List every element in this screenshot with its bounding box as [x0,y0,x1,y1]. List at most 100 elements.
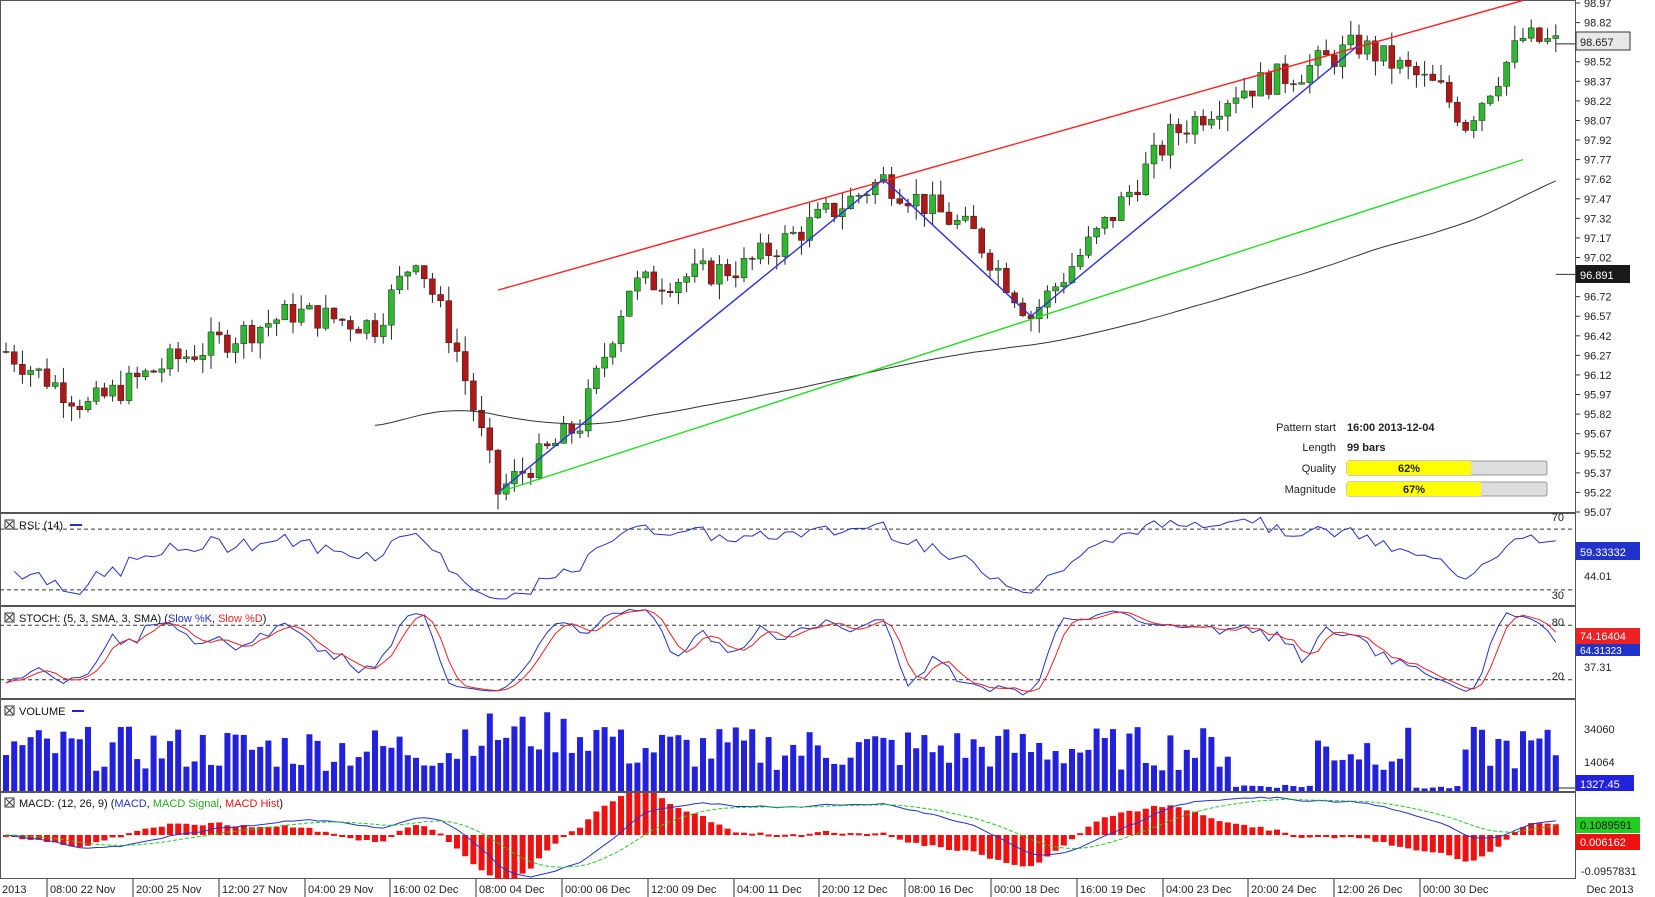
candle-body [306,305,313,310]
volume-bar [363,751,370,791]
volume-bar [1421,788,1428,791]
volume-bar [265,740,272,791]
candle-body [1191,116,1199,135]
macd-hist-bar [536,835,542,859]
macd-hist-bar [134,830,141,835]
candle-body [765,242,772,256]
macd-hist-bar [765,834,772,837]
price-tick-label: 98.37 [1584,76,1612,88]
volume-bar [905,732,911,791]
candle-body [60,382,67,404]
rsi-level-70: 70 [1552,512,1564,524]
macd-hist-bar [1208,818,1215,835]
macd-hist-bar [85,835,91,846]
time-tick-label: 12:00 26 Dec [1337,884,1403,896]
candle-body [150,370,157,373]
candle-body [1511,40,1519,63]
candle-body [1134,191,1141,195]
volume-bar [101,766,108,791]
candle-body [125,372,133,401]
macd-hist-bar [716,824,723,835]
macd-hist-bar [929,835,936,846]
macd-hist-bar [618,796,624,835]
volume-bar [175,729,182,791]
candle-body [76,405,84,410]
stoch-title-text: STOCH: (5, 3, SMA, 3, SMA) (Slow %K, Slo… [19,613,266,625]
candle-body [43,368,51,387]
volume-bar [1011,752,1018,791]
time-tick-label: 2013 [2,884,26,896]
candle-body [215,331,223,336]
quality-value: 62% [1398,463,1420,475]
volume-bar [372,730,378,791]
macd-hist-bar [421,826,428,835]
volume-bar [593,729,600,791]
volume-bar [937,745,944,791]
macd-hist-bar [199,825,206,835]
rsi-title: RSI: (14) [4,519,82,532]
volume-bar [1019,733,1026,791]
price-tick-label: 95.52 [1584,448,1612,460]
candle-body [1224,103,1232,117]
time-tick-label: 20:00 24 Dec [1251,884,1317,896]
candle-body [1216,115,1223,120]
volume-bar [946,762,952,791]
sma-value-tag: 96.891 [1576,265,1630,283]
volume-bar [552,752,559,791]
macd-hist-bar [290,827,296,835]
candle-body [240,325,248,344]
candle-body [757,242,764,260]
volume-bar [659,734,665,791]
volume-bar [240,734,247,791]
candle-body [970,215,977,230]
macd-hist-bar [609,801,616,835]
candle-body [1060,282,1068,287]
time-tick-label: 08:00 04 Dec [479,884,545,896]
candle-body [224,334,231,353]
macd-hist-bar [224,825,231,835]
volume-bar [1462,749,1469,791]
candle-body [609,343,617,358]
candle-body [166,348,174,370]
volume-bar [322,770,329,791]
volume-bar [896,764,903,791]
volume-bar [970,739,977,791]
stoch-value-tags: 74.16404 64.31323 [1576,628,1640,657]
stoch-title: STOCH: (5, 3, SMA, 3, SMA) (Slow %K, Slo… [4,612,266,625]
candle-body [1044,290,1051,308]
macd-hist-bar [1421,835,1428,852]
macd-title: MACD: (12, 26, 9) (MACD, MACD Signal, MA… [4,797,283,810]
volume-bar [1118,769,1125,791]
time-tick-label: 12:00 09 Dec [651,884,717,896]
macd-hist-bar [1388,835,1395,846]
candle-body [1536,27,1543,42]
macd-hist-bar [1397,835,1403,847]
macd-hist-bar [1544,823,1551,835]
volume-bar [117,727,124,791]
macd-hist-bar [1364,835,1371,839]
time-tick-label: 08:00 16 Dec [908,884,974,896]
time-tick-label: 00:00 06 Dec [565,884,631,896]
candle-body [1183,132,1191,135]
volume-bar [1110,729,1116,791]
macd-hist-bar [216,822,223,835]
candle-body [1076,255,1084,267]
volume-bar [478,745,485,791]
candle-body [27,370,34,375]
volume-bar [1339,759,1346,791]
candle-body [1388,45,1396,69]
volume-bar [1224,756,1231,791]
macd-hist-bar [683,811,690,835]
macd-hist-bar [880,832,887,835]
candle-body [2,351,10,353]
volume-value-tag: 1327.45 [1576,775,1634,791]
volume-bar [1380,769,1387,791]
volume-bar [1265,786,1272,791]
candle-body [691,263,699,277]
candle-body [322,307,330,329]
volume-bar [700,738,706,791]
macd-hist-bar [1470,835,1477,861]
volume-bar [1544,729,1551,791]
quality-bar: 62% [1346,460,1548,476]
